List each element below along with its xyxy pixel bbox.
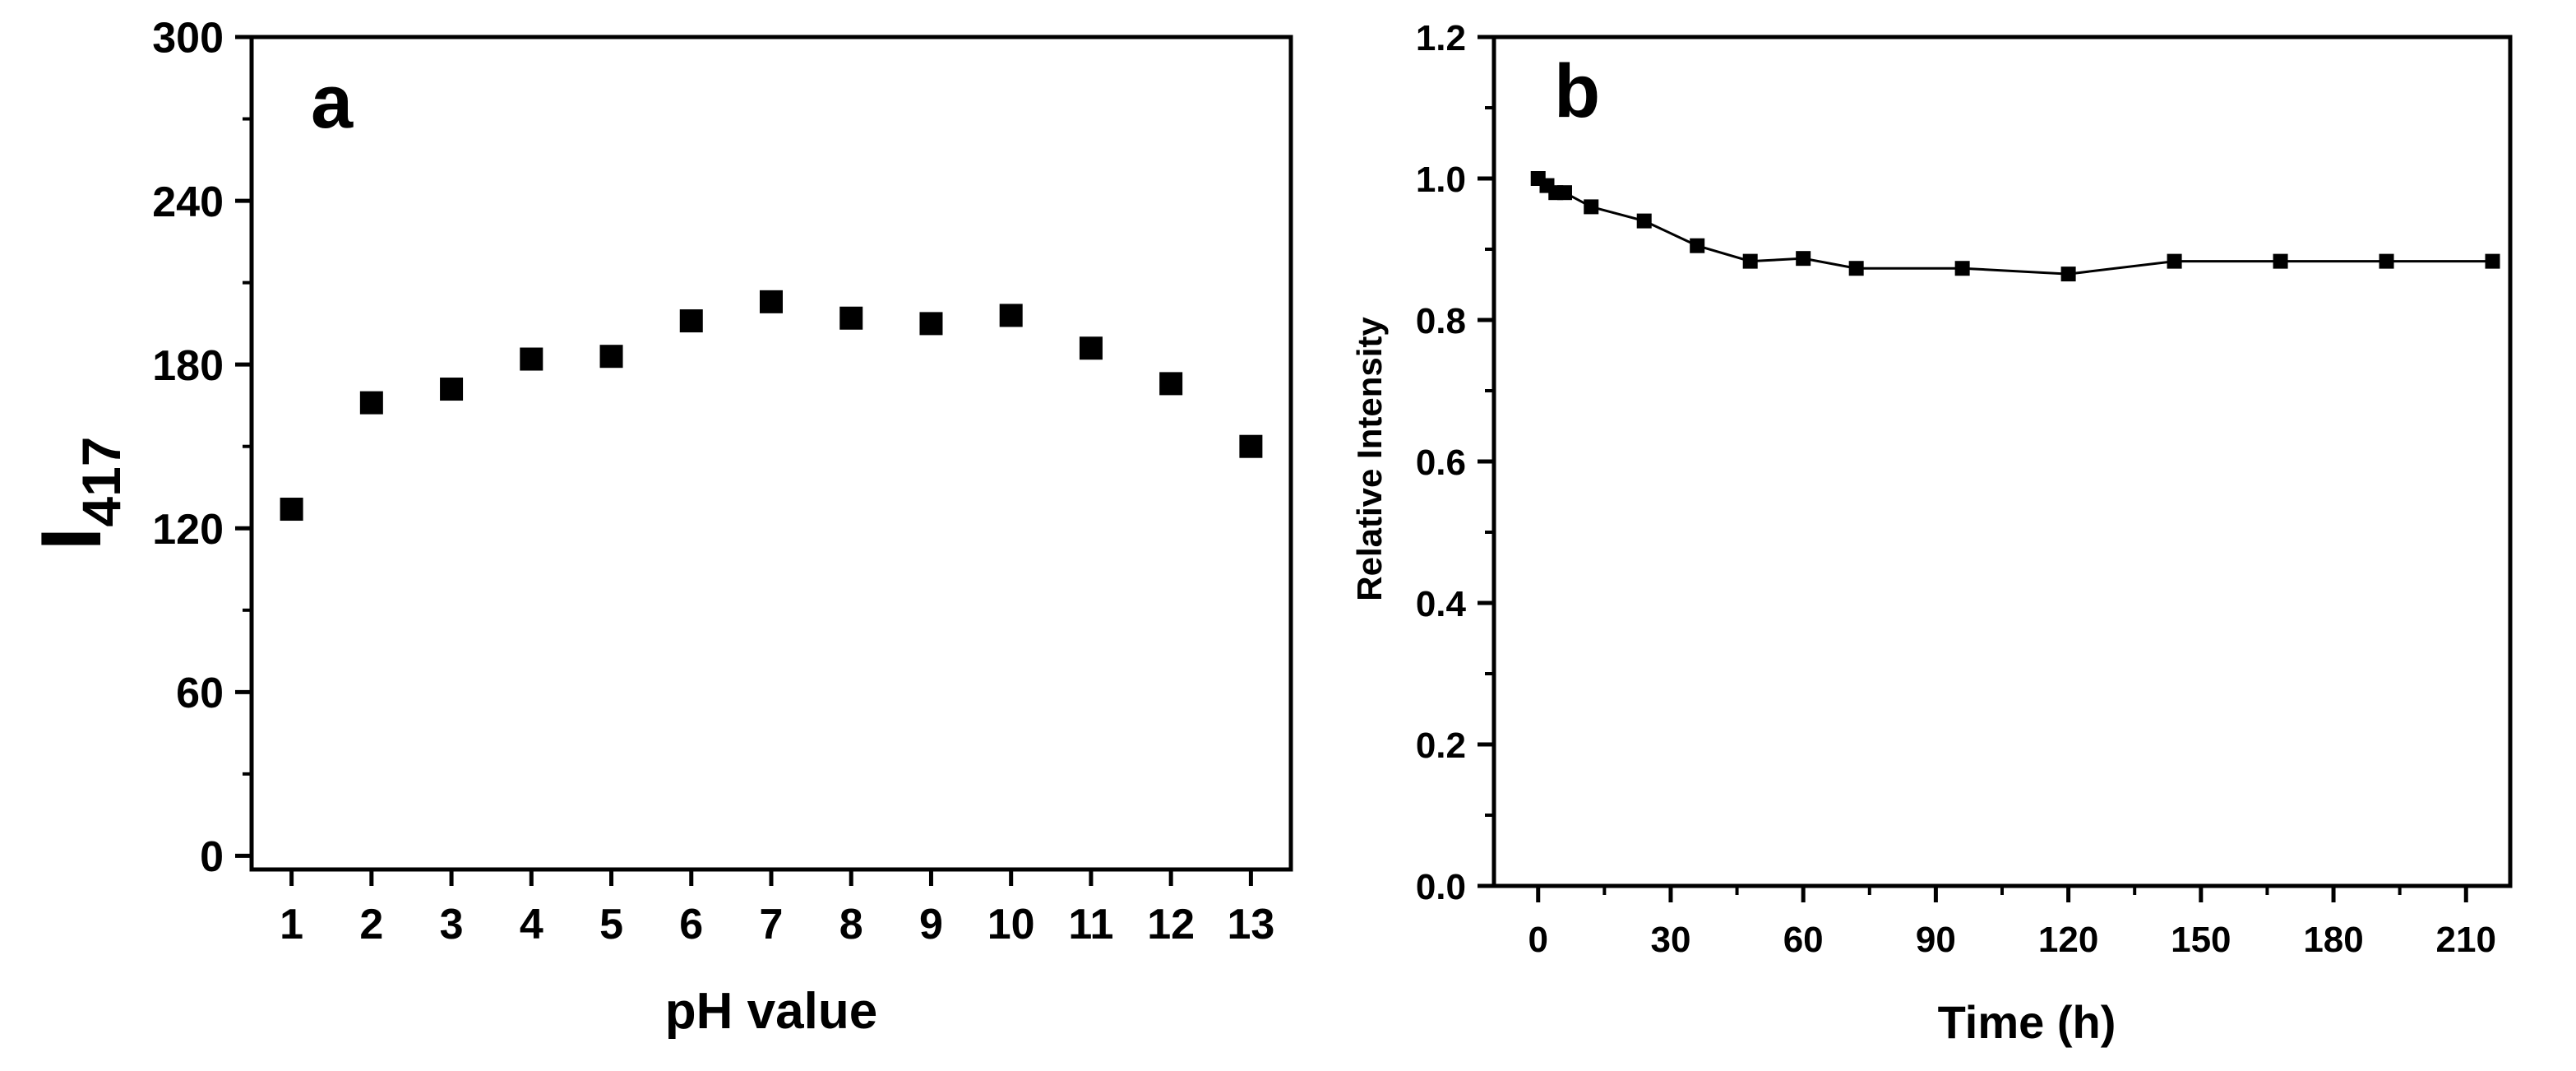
data-point [1079,336,1103,360]
x-tick-label: 9 [919,901,943,948]
data-point [1954,261,1970,276]
data-point [1636,213,1652,229]
data-point [1742,253,1758,269]
x-tick-label: 90 [1916,920,1956,960]
data-point [2485,253,2500,269]
axis-ticks-b: 0 30 60 90 120 150 180 210 0.0 0.2 0.4 0.6 0.8 1.0 1.2 [1416,18,2496,960]
y-tick-label: 120 [152,506,224,554]
data-point [2167,253,2182,269]
x-tick-label: 60 [1783,920,1824,960]
data-point [520,347,543,371]
data-point [1690,238,1705,253]
y-tick-label: 0.6 [1416,443,1466,483]
svg-text:I417: I417 [24,436,132,550]
y-tick-label: 0.0 [1416,867,1466,907]
data-point [280,498,303,522]
plot-frame-b [1491,35,2513,888]
series-line [1537,177,2493,276]
chart-panel-b: b Time (h) Relative Intensity 0 30 60 90 120… [1350,18,2513,1048]
x-tick-label: 4 [520,901,543,948]
data-point [679,309,703,333]
data-point [599,345,623,369]
x-tick-label: 1 [280,901,303,948]
y-axis-title-main-a: I [24,527,119,551]
x-tick-label: 5 [599,901,623,948]
x-tick-label: 0 [1528,920,1547,960]
y-tick-label: 0.8 [1416,301,1466,341]
x-tick-label: 7 [760,901,784,948]
x-tick-label: 6 [679,901,703,948]
data-point [839,306,863,330]
data-point [2379,253,2394,269]
x-tick-label: 120 [2038,920,2098,960]
x-tick-label: 180 [2303,920,2363,960]
x-tick-label: 2 [359,901,383,948]
data-point [919,312,943,336]
x-tick-label: 8 [839,901,863,948]
y-tick-label: 0 [200,833,224,881]
x-tick-label: 150 [2171,920,2231,960]
data-point [1848,261,1864,276]
data-point [1159,372,1183,396]
data-markers-a [280,290,1263,522]
x-axis-title-a: pH value [665,983,877,1040]
data-point [440,378,464,401]
y-axis-title-b: Relative Intensity [1350,317,1389,601]
chart-panel-a: a pH value I417 1 2 3 4 5 6 7 8 9 10 11 12 130601201… [24,15,1293,1040]
x-tick-label: 13 [1227,901,1274,948]
panel-label-a: a [311,60,354,144]
y-tick-label: 300 [152,15,224,63]
y-tick-label: 1.2 [1416,18,1466,58]
data-point [1584,199,1599,215]
panel-label-b: b [1554,49,1600,133]
x-tick-label: 11 [1068,901,1113,948]
data-point [2273,253,2288,269]
y-axis-title-a: I417 [24,436,132,550]
plot-frame-a [249,35,1293,872]
y-tick-label: 240 [152,178,224,226]
y-tick-label: 1.0 [1416,160,1466,200]
data-point [1796,251,1811,267]
data-point [1556,185,1572,201]
data-point [359,391,383,415]
x-tick-label: 3 [440,901,464,948]
data-point [999,304,1023,327]
y-axis-title-subscript-a: 417 [71,436,132,526]
x-tick-label: 210 [2436,920,2496,960]
y-tick-label: 0.2 [1416,726,1466,766]
data-markers-b [1530,171,2500,282]
y-tick-label: 0.4 [1416,584,1467,624]
x-axis-title-b: Time (h) [1938,996,2116,1048]
data-point [2060,267,2076,282]
data-point [1239,434,1263,458]
x-tick-label: 10 [987,901,1035,948]
x-tick-label: 30 [1650,920,1690,960]
x-tick-label: 12 [1147,901,1195,948]
y-tick-label: 180 [152,342,224,390]
y-tick-label: 60 [176,670,224,717]
data-point [760,290,783,313]
